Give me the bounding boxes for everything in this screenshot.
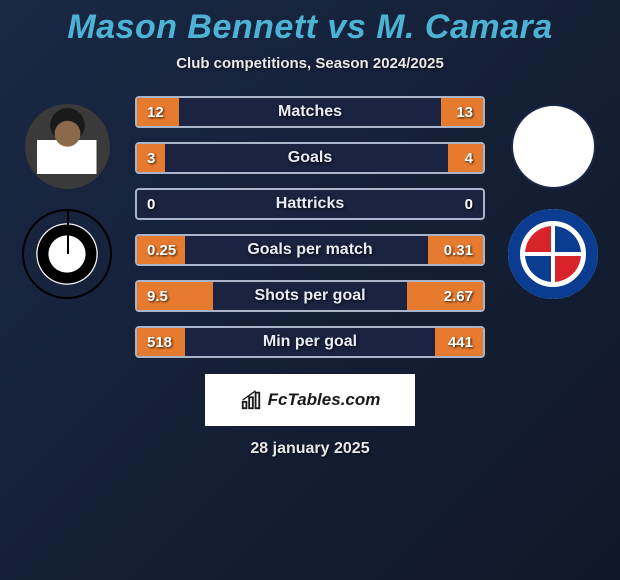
stat-bar: 12 13 Matches — [135, 96, 485, 128]
stat-label: Matches — [278, 103, 342, 121]
stat-bar: 0.25 0.31 Goals per match — [135, 234, 485, 266]
stat-value-right: 2.67 — [444, 288, 473, 305]
subtitle: Club competitions, Season 2024/2025 — [176, 55, 444, 72]
stat-bar: 518 441 Min per goal — [135, 326, 485, 358]
left-column — [17, 96, 117, 299]
club-badge-left — [22, 209, 112, 299]
stat-label: Goals — [288, 149, 332, 167]
comparison-card: Mason Bennett vs M. Camara Club competit… — [0, 0, 620, 580]
stat-value-left: 0 — [147, 196, 155, 213]
stat-value-left: 12 — [147, 104, 164, 121]
stat-bar: 0 0 Hattricks — [135, 188, 485, 220]
main-row: 12 13 Matches 3 4 Goals 0 0 Hattricks 0.25 0.31 Goa… — [0, 96, 620, 358]
stat-value-left: 0.25 — [147, 242, 176, 259]
stat-value-left: 3 — [147, 150, 155, 167]
stat-value-right: 0.31 — [444, 242, 473, 259]
stat-bar: 3 4 Goals — [135, 142, 485, 174]
player-photo-left — [25, 104, 110, 189]
right-column — [503, 96, 603, 299]
stat-value-right: 441 — [448, 334, 473, 351]
stat-bar: 9.5 2.67 Shots per goal — [135, 280, 485, 312]
date-label: 28 january 2025 — [250, 440, 369, 458]
stat-value-right: 13 — [456, 104, 473, 121]
chart-icon — [240, 389, 262, 411]
stat-value-right: 0 — [465, 196, 473, 213]
stat-label: Shots per goal — [254, 287, 365, 305]
club-badge-right — [508, 209, 598, 299]
stat-label: Min per goal — [263, 333, 357, 351]
brand-box: FcTables.com — [205, 374, 415, 426]
stat-label: Hattricks — [276, 195, 344, 213]
brand-label: FcTables.com — [268, 390, 381, 410]
stat-value-left: 518 — [147, 334, 172, 351]
page-title: Mason Bennett vs M. Camara — [67, 8, 552, 47]
stat-label: Goals per match — [247, 241, 372, 259]
player-photo-right — [511, 104, 596, 189]
stat-value-left: 9.5 — [147, 288, 168, 305]
stats-column: 12 13 Matches 3 4 Goals 0 0 Hattricks 0.25 0.31 Goa… — [135, 96, 485, 358]
stat-value-right: 4 — [465, 150, 473, 167]
